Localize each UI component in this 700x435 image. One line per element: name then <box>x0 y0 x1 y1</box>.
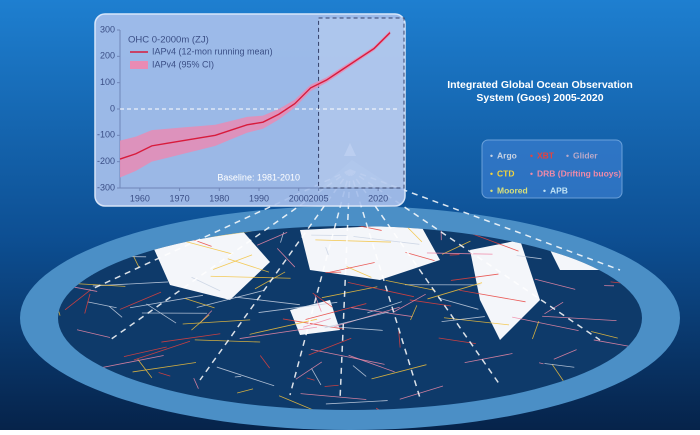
legend-label: IAPv4 (12-mon running mean) <box>152 46 273 56</box>
track <box>450 255 460 256</box>
legend-dot: • <box>530 150 533 160</box>
legend-label: Moored <box>497 185 528 195</box>
y-axis-label: OHC 0-2000m (ZJ) <box>128 35 209 46</box>
y-tick-label: 0 <box>110 103 115 113</box>
legend-dot: • <box>490 150 493 160</box>
legend-label: APB <box>550 185 568 195</box>
annotation: Baseline: 1981-2010 <box>217 172 300 182</box>
x-tick-label: 2020 <box>368 193 388 203</box>
legend-label: Glider <box>573 150 598 160</box>
legend-label: XBT <box>537 150 555 160</box>
legend-dot: • <box>490 185 493 195</box>
y-tick-label: -100 <box>97 130 115 140</box>
x-tick-label: 1960 <box>130 193 150 203</box>
legend-dot: • <box>490 168 493 178</box>
legend-label: Argo <box>497 150 517 160</box>
y-tick-label: -200 <box>97 156 115 166</box>
legend-dot: • <box>566 150 569 160</box>
legend-label: DRB (Drifting buoys) <box>537 168 621 178</box>
y-tick-label: -300 <box>97 182 115 192</box>
x-tick-label: 2000 <box>289 193 309 203</box>
legend-label: IAPv4 (95% CI) <box>152 59 214 69</box>
x-tick-label: 2005 <box>309 193 329 203</box>
x-tick-label: 1990 <box>249 193 269 203</box>
legend-swatch <box>130 61 148 69</box>
legend-dot: • <box>530 168 533 178</box>
x-tick-label: 1980 <box>209 193 229 203</box>
y-tick-label: 300 <box>100 24 115 34</box>
y-tick-label: 200 <box>100 51 115 61</box>
legend-dot: • <box>543 185 546 195</box>
y-tick-label: 100 <box>100 77 115 87</box>
legend-label: CTD <box>497 168 514 178</box>
x-tick-label: 1970 <box>170 193 190 203</box>
highlight-window <box>319 18 404 188</box>
